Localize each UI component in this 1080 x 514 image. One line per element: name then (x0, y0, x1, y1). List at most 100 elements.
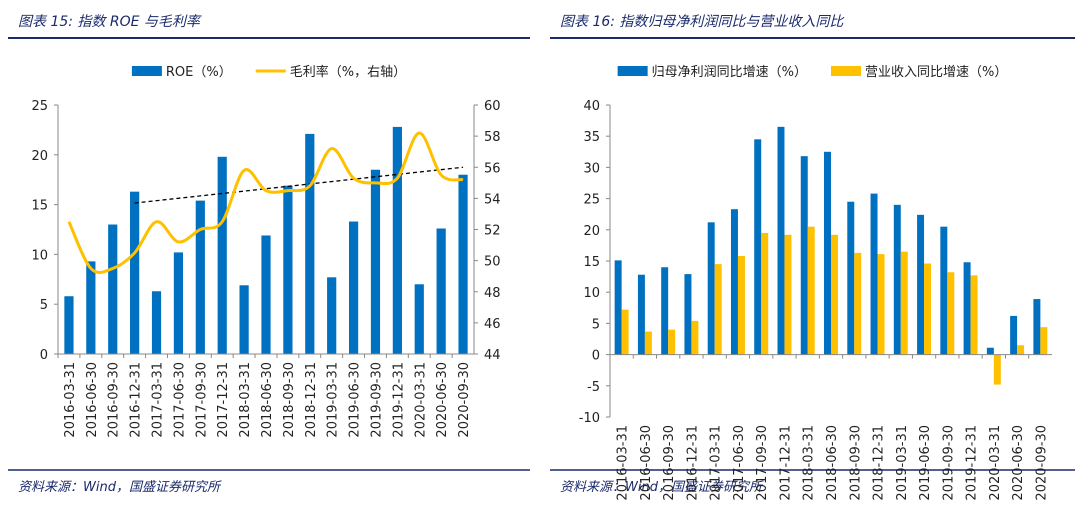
x-tick-label: 2020-03-31 (988, 425, 1003, 501)
y2-tick-label: 56 (484, 161, 501, 176)
bar (173, 252, 184, 354)
bar (195, 200, 205, 354)
y-tick-label: 5 (592, 317, 600, 332)
bar (348, 221, 359, 354)
legend: 归母净利润同比增速（%） 营业收入同比增速（%） (617, 65, 1007, 80)
legend-swatch (131, 66, 162, 76)
y-tick-label: 25 (583, 193, 600, 208)
x-tick-label: 2017-03-31 (709, 425, 724, 501)
y-tick-label: -10 (579, 411, 600, 426)
legend-swatch (617, 66, 648, 76)
x-tick-label: 2016-03-31 (63, 362, 78, 438)
bar (684, 274, 692, 355)
x-tick-label: 2017-06-30 (732, 425, 747, 501)
y-tick-label: 0 (592, 349, 600, 364)
bar (130, 191, 140, 354)
bar (261, 235, 271, 354)
legend: ROE（%） 毛利率（%，右轴） (131, 64, 406, 80)
x-tick-label: 2019-06-30 (918, 425, 933, 501)
bar (847, 201, 855, 355)
bar (1040, 327, 1048, 355)
y2-tick-label: 48 (484, 286, 501, 301)
y-tick-label: 40 (583, 99, 600, 114)
x-tick-label: 2018-09-30 (282, 362, 297, 438)
chart-title: 图表 15: 指数 ROE 与毛利率 (18, 14, 202, 30)
bar (986, 347, 994, 355)
x-tick-label: 2020-09-30 (1034, 425, 1049, 501)
x-tick-label: 2016-09-30 (662, 425, 677, 501)
x-tick-label: 2017-03-31 (151, 362, 166, 438)
bar (217, 156, 227, 354)
x-tick-label: 2018-09-30 (848, 425, 863, 501)
x-tick-label: 2016-12-31 (685, 425, 700, 501)
bar (327, 277, 337, 354)
bar (900, 251, 908, 355)
chart-title: 图表 16: 指数归母净利润同比与营业收入同比 (560, 14, 845, 30)
source: 资料来源：Wind，国盛证券研究所 (18, 479, 222, 495)
bar (754, 139, 762, 355)
bar (877, 254, 885, 355)
x-tick-label: 2018-03-31 (238, 362, 253, 438)
x-tick-label: 2017-06-30 (172, 362, 187, 438)
bar (661, 267, 669, 355)
bar (691, 320, 699, 355)
bar (784, 234, 792, 355)
y-tick-label: 25 (31, 99, 48, 114)
bar (854, 252, 862, 355)
bar (283, 185, 293, 354)
bar (392, 126, 402, 354)
source: 资料来源：Wind，国盛证券研究所 (560, 479, 764, 495)
x-tick-label: 2017-09-30 (755, 425, 770, 501)
bar (917, 214, 925, 355)
y-tick-label: 0 (40, 348, 48, 363)
legend-label: 营业收入同比增速（%） (865, 65, 1007, 80)
bar (668, 329, 676, 355)
x-tick-label: 2019-06-30 (348, 362, 363, 438)
x-tick-label: 2017-12-31 (216, 362, 231, 438)
legend-swatch (831, 66, 861, 76)
x-tick-label: 2016-12-31 (129, 362, 144, 438)
x-tick-label: 2019-03-31 (895, 425, 910, 501)
y2-tick-label: 58 (484, 130, 501, 145)
y-tick-label: -5 (587, 380, 600, 395)
bar (151, 291, 162, 354)
x-tick-label: 2016-03-31 (616, 425, 631, 501)
bar (436, 228, 446, 354)
bar (86, 261, 96, 354)
x-tick-label: 2016-06-30 (639, 425, 654, 501)
bar (64, 296, 74, 354)
bar (893, 204, 901, 355)
x-tick-label: 2018-03-31 (802, 425, 817, 501)
x-tick-label: 2019-09-30 (941, 425, 956, 501)
bar (870, 193, 878, 355)
trendline (134, 166, 464, 204)
x-tick-label: 2018-12-31 (872, 425, 887, 501)
bar (239, 285, 249, 354)
x-tick-label: 2019-12-31 (965, 425, 980, 501)
bar (707, 222, 715, 355)
x-tick-label: 2019-03-31 (326, 362, 341, 438)
legend-label: 毛利率（%，右轴） (290, 64, 406, 80)
bar (737, 256, 745, 355)
bar (614, 260, 622, 355)
y-tick-label: 15 (583, 255, 600, 270)
bar (940, 226, 948, 355)
y2-tick-label: 50 (484, 255, 501, 270)
bar (824, 151, 831, 355)
x-tick-label: 2020-06-30 (1011, 425, 1026, 501)
bar (963, 262, 971, 355)
bar (305, 133, 315, 354)
legend-label: 归母净利润同比增速（%） (652, 65, 807, 80)
bar (458, 174, 468, 354)
bar (414, 284, 424, 354)
y-tick-label: 20 (31, 149, 48, 164)
bar (621, 309, 629, 355)
y-tick-label: 20 (583, 224, 600, 239)
bar (831, 234, 838, 355)
bar (1033, 299, 1041, 355)
x-tick-label: 2019-12-31 (391, 362, 406, 438)
line-series (67, 131, 464, 275)
bar (807, 226, 815, 355)
bar (761, 232, 769, 355)
